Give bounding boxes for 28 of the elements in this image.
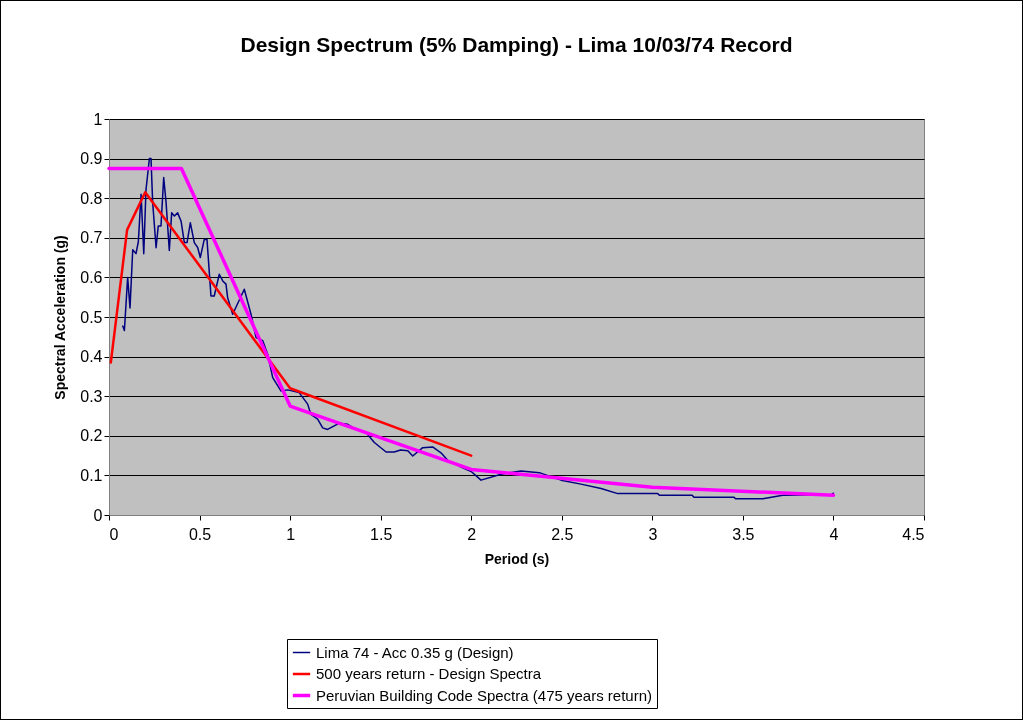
y-tick-label: 0.7	[80, 229, 103, 247]
y-tick-label: 0.6	[80, 268, 103, 286]
x-tick-label: 1.5	[370, 525, 393, 543]
y-tick-label: 1	[93, 110, 103, 128]
y-tick-label: 0.4	[80, 348, 103, 366]
x-tick-label: 3.5	[732, 525, 755, 543]
x-tick-label: 2	[467, 525, 477, 543]
y-axis-title: Spectral Acceleration (g)	[52, 235, 69, 400]
legend-label: Lima 74 - Acc 0.35 g (Design)	[316, 643, 514, 661]
y-tick-label: 0.5	[80, 308, 103, 326]
y-tick-label: 0.9	[80, 150, 103, 168]
y-tick-label: 0.8	[80, 189, 103, 207]
chart-title: Design Spectrum (5% Damping) - Lima 10/03/74 Record	[240, 33, 793, 56]
x-tick-label: 1	[286, 525, 296, 543]
x-tick-label: 4.5	[902, 525, 925, 543]
legend-label: Peruvian Building Code Spectra (475 years return)	[316, 686, 653, 704]
x-axis-title: Period (s)	[484, 550, 550, 567]
y-tick-label: 0.2	[80, 427, 103, 445]
x-tick-label: 2.5	[551, 525, 574, 543]
x-tick-label: 0	[109, 525, 119, 543]
y-tick-label: 0	[93, 506, 103, 524]
legend-label: 500 years return - Design Spectra	[316, 665, 542, 682]
x-tick-label: 0.5	[188, 525, 212, 543]
x-tick-label: 4	[829, 525, 839, 543]
y-tick-label: 0.1	[80, 466, 103, 484]
line-series	[109, 191, 473, 457]
x-tick-label: 3	[648, 525, 658, 543]
y-tick-label: 0.3	[80, 387, 103, 405]
